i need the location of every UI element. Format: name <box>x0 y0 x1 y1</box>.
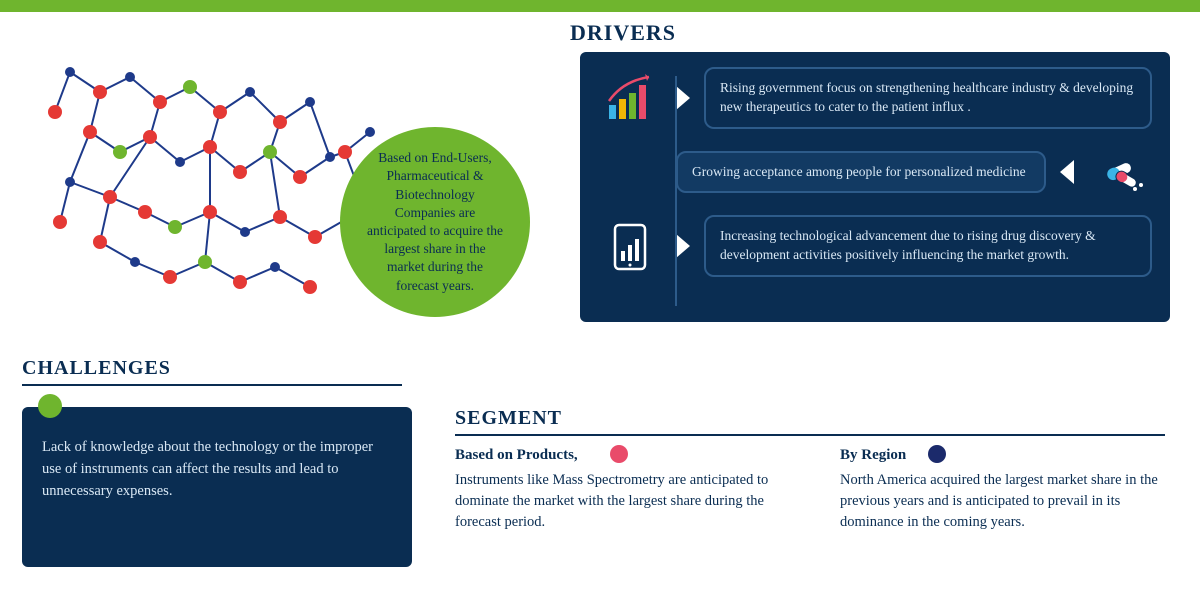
segment-heading: SEGMENT <box>455 407 1165 436</box>
top-accent-bar <box>0 0 1200 12</box>
driver-text: Increasing technological advancement due… <box>704 215 1152 277</box>
segment-col-region: By Region North America acquired the lar… <box>840 447 1175 533</box>
phone-chart-icon <box>598 214 662 278</box>
drivers-connector-line <box>675 76 677 306</box>
growth-chart-icon <box>598 66 662 130</box>
challenges-panel: Lack of knowledge about the technology o… <box>22 407 412 567</box>
driver-row: Rising government focus on strengthening… <box>598 66 1152 130</box>
driver-text: Growing acceptance among people for pers… <box>676 151 1046 194</box>
segment-dot-icon <box>610 445 628 463</box>
chevron-right-icon <box>676 234 690 258</box>
challenges-text: Lack of knowledge about the technology o… <box>42 439 373 499</box>
segment-title: By Region <box>840 447 1175 464</box>
chevron-right-icon <box>676 86 690 110</box>
pills-icon <box>1088 140 1152 204</box>
infographic-container: Based on End-Users, Pharmaceutical & Bio… <box>0 12 1200 600</box>
chevron-left-icon <box>1060 160 1074 184</box>
end-users-callout: Based on End-Users, Pharmaceutical & Bio… <box>340 127 530 317</box>
driver-row: Growing acceptance among people for pers… <box>598 140 1152 204</box>
segment-col-products: Based on Products, Instruments like Mass… <box>455 447 790 533</box>
segment-columns: Based on Products, Instruments like Mass… <box>455 447 1175 533</box>
driver-text: Rising government focus on strengthening… <box>704 67 1152 129</box>
challenges-heading: CHALLENGES <box>22 357 402 386</box>
driver-row: Increasing technological advancement due… <box>598 214 1152 278</box>
drivers-panel: Rising government focus on strengthening… <box>580 52 1170 322</box>
challenges-dot-icon <box>38 394 62 418</box>
end-users-callout-text: Based on End-Users, Pharmaceutical & Bio… <box>364 149 506 295</box>
segment-dot-icon <box>928 445 946 463</box>
segment-body: Instruments like Mass Spectrometry are a… <box>455 470 790 533</box>
segment-body: North America acquired the largest marke… <box>840 470 1175 533</box>
drivers-heading: DRIVERS <box>570 20 676 46</box>
